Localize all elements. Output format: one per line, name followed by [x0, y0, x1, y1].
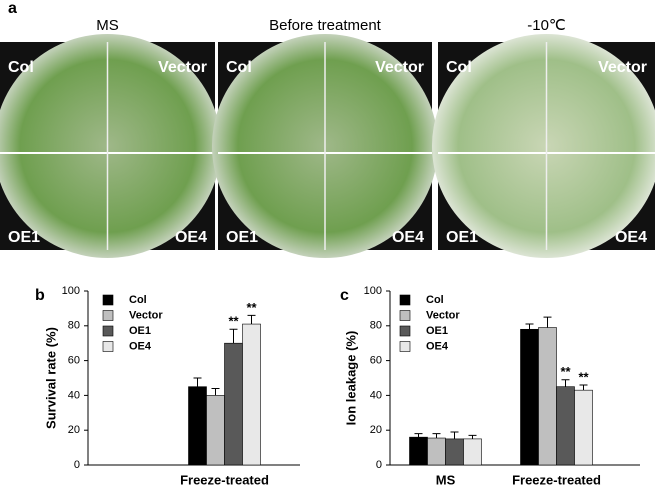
y-tick-label: 20 — [68, 424, 80, 436]
legend-swatch — [399, 325, 411, 337]
legend-swatch — [102, 310, 114, 321]
dish — [0, 34, 221, 258]
legend-label: Col — [426, 294, 444, 306]
charts: b Survival rate (%) 0 20 40 60 80 100 Col Vector O… — [35, 285, 640, 487]
quadrant-label: OE4 — [615, 229, 647, 246]
error-bar — [229, 328, 238, 344]
bar — [206, 395, 225, 466]
y-tick-label: 100 — [364, 285, 382, 297]
quadrant-label: Col — [446, 59, 472, 76]
y-tick-label: 80 — [370, 320, 382, 332]
legend-swatch — [399, 294, 411, 306]
quadrant-label: OE4 — [175, 229, 207, 246]
y-tick-label: 20 — [370, 424, 382, 436]
x-tick-label: Freeze-treated — [180, 472, 269, 487]
dish — [432, 34, 655, 258]
legend-label: Vector — [426, 309, 460, 321]
legend-label: OE1 — [129, 325, 151, 337]
significance-mark: ** — [578, 369, 589, 384]
error-bar — [450, 431, 459, 439]
legend-swatch — [102, 341, 114, 352]
plates: MS Col Vector OE1 OE4 Before treatment Col Vect… — [0, 17, 655, 258]
panel-label: b — [35, 287, 45, 304]
error-bar — [468, 434, 477, 439]
y-tick-label: 0 — [376, 459, 382, 471]
quadrant-label: Vector — [375, 59, 424, 76]
legend-label: Vector — [129, 309, 163, 321]
bar — [574, 389, 593, 466]
bar — [538, 327, 557, 466]
error-bar — [247, 314, 256, 325]
quadrant-label: OE1 — [446, 229, 478, 246]
y-axis-label: Ion leakage (%) — [343, 331, 358, 426]
bar — [556, 386, 575, 466]
y-tick-label: 60 — [68, 355, 80, 367]
bar — [242, 323, 261, 466]
y-tick-label: 40 — [370, 389, 382, 401]
y-tick-label: 80 — [68, 320, 80, 332]
bar — [409, 436, 428, 466]
quadrant-label: OE4 — [392, 229, 424, 246]
plate-title: -10℃ — [527, 17, 566, 34]
error-bar — [561, 379, 570, 387]
quadrant-label: Col — [8, 59, 34, 76]
significance-mark: ** — [228, 314, 239, 329]
error-bar — [211, 387, 220, 396]
significance-mark: ** — [560, 364, 571, 379]
x-tick-label: MS — [436, 472, 456, 487]
legend-label: OE4 — [129, 340, 152, 352]
x-tick-label: Freeze-treated — [512, 472, 601, 487]
legend-swatch — [102, 325, 114, 337]
legend-label: OE4 — [426, 340, 449, 352]
bar — [463, 438, 482, 466]
y-tick-label: 100 — [62, 285, 80, 297]
bar — [188, 386, 207, 466]
legend-label: Col — [129, 294, 147, 306]
y-tick-label: 40 — [68, 389, 80, 401]
error-bar — [579, 384, 588, 391]
panel-label: c — [340, 287, 349, 304]
y-tick-label: 60 — [370, 355, 382, 367]
quadrant-label: OE1 — [8, 229, 40, 246]
legend-label: OE1 — [426, 325, 448, 337]
legend-swatch — [399, 310, 411, 321]
legend-swatch — [399, 341, 411, 352]
legend-swatch — [102, 294, 114, 306]
bar — [224, 342, 243, 466]
plate-title: Before treatment — [269, 17, 382, 34]
y-tick-label: 0 — [74, 459, 80, 471]
quadrant-label: Vector — [598, 59, 647, 76]
significance-mark: ** — [246, 300, 257, 315]
bar — [427, 437, 446, 466]
panel-label: a — [8, 0, 17, 17]
quadrant-label: Col — [226, 59, 252, 76]
error-bar — [543, 316, 552, 328]
error-bar — [414, 433, 423, 438]
bar — [520, 328, 539, 466]
quadrant-label: OE1 — [226, 229, 258, 246]
error-bar — [193, 377, 202, 387]
error-bar — [525, 323, 534, 330]
bar — [445, 438, 464, 466]
error-bar — [432, 433, 441, 439]
y-axis-label: Survival rate (%) — [43, 327, 58, 429]
plate-title: MS — [96, 17, 119, 34]
quadrant-label: Vector — [158, 59, 207, 76]
